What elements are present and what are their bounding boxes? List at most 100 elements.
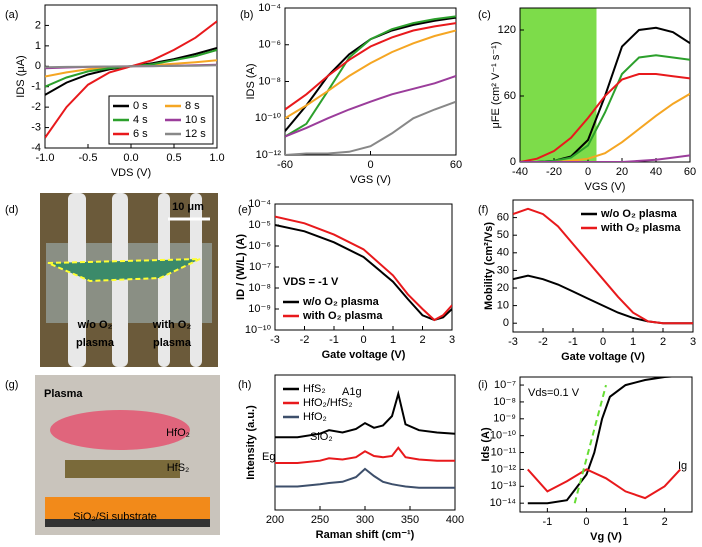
- photo: [35, 375, 220, 535]
- x-tick-label: -1: [568, 336, 578, 348]
- y-axis-label: IDS (A): [245, 63, 257, 99]
- y-tick-label: 10⁻⁸: [248, 282, 271, 294]
- y-tick-label: 0: [35, 60, 41, 72]
- series-line: [275, 467, 455, 489]
- x-tick-label: 2: [662, 516, 668, 528]
- x-tick-label: 3: [690, 336, 696, 348]
- annotation: A1g: [342, 386, 362, 398]
- x-tick-label: 0.5: [166, 152, 181, 164]
- x-tick-label: 0: [583, 516, 589, 528]
- series-line: [513, 274, 693, 325]
- y-tick-label: 2: [35, 19, 41, 31]
- panel-label: (d): [5, 204, 18, 216]
- series-line: [285, 29, 456, 120]
- x-tick-label: 400: [446, 514, 464, 526]
- y-tick-label: 10: [497, 300, 509, 312]
- x-tick-label: 250: [311, 514, 329, 526]
- y-tick-label: -3: [31, 121, 41, 133]
- image-annotation: plasma: [153, 337, 192, 349]
- series-line: [527, 468, 682, 500]
- y-tick-label: 10⁻¹³: [491, 480, 517, 492]
- y-tick-label: 10⁻⁸: [493, 396, 516, 408]
- x-axis-label: Vg (V): [590, 531, 622, 543]
- substrate: [45, 497, 210, 519]
- series-line: [285, 15, 456, 138]
- x-tick-label: -0.5: [79, 152, 98, 164]
- x-tick-label: 0: [367, 159, 373, 171]
- y-tick-label: 0: [510, 156, 516, 168]
- x-axis-label: Gate voltage (V): [561, 351, 645, 363]
- y-tick-label: 10⁻¹²: [491, 463, 517, 475]
- series-line: [573, 384, 607, 504]
- panel-label: (b): [240, 9, 253, 21]
- legend-label: 0 s: [133, 100, 148, 112]
- series-line: [527, 377, 679, 505]
- x-tick-label: 1: [630, 336, 636, 348]
- y-tick-label: 10⁻⁷: [494, 379, 516, 391]
- x-tick-label: -20: [546, 166, 562, 178]
- x-tick-label: 200: [266, 514, 284, 526]
- legend-label: w/o O₂ plasma: [600, 208, 678, 220]
- legend-label: HfO₂: [303, 411, 327, 423]
- x-axis-label: VGS (V): [585, 181, 626, 193]
- series-line: [520, 73, 690, 162]
- image-annotation: SiO₂/Si substrate: [73, 511, 157, 523]
- image-annotation: w/o O₂: [77, 319, 113, 331]
- x-tick-label: -60: [277, 159, 293, 171]
- legend-label: 10 s: [185, 114, 206, 126]
- x-tick-label: -3: [508, 336, 518, 348]
- x-tick-label: -2: [300, 334, 310, 346]
- legend-label: with O₂ plasma: [600, 222, 681, 234]
- y-axis-label: ID / (W/L) (A): [235, 234, 247, 300]
- y-axis-label: Intensity (a.u.): [245, 405, 257, 480]
- image-annotation: plasma: [76, 337, 115, 349]
- x-axis-label: Raman shift (cm⁻¹): [316, 529, 415, 541]
- panel-label: (g): [5, 379, 18, 391]
- series-line: [285, 22, 456, 111]
- legend-label: 4 s: [133, 114, 148, 126]
- plot-frame: [519, 376, 693, 513]
- series-line: [285, 100, 456, 155]
- y-tick-label: 10⁻⁸: [258, 75, 281, 87]
- x-tick-label: -3: [270, 334, 280, 346]
- y-tick-label: 20: [497, 282, 509, 294]
- panel-label: (e): [238, 204, 251, 216]
- x-tick-label: 1: [390, 334, 396, 346]
- x-tick-label: -2: [538, 336, 548, 348]
- legend-label: 12 s: [185, 128, 206, 140]
- shaded-region: [520, 8, 597, 162]
- y-tick-label: 1: [35, 40, 41, 52]
- y-tick-label: -1: [31, 81, 41, 93]
- series-line: [45, 64, 217, 69]
- x-tick-label: 350: [401, 514, 419, 526]
- x-tick-label: -40: [512, 166, 528, 178]
- x-axis-label: VDS (V): [111, 167, 151, 179]
- x-tick-label: 2: [419, 334, 425, 346]
- annotation: SiO₂: [310, 431, 333, 443]
- y-tick-label: 10⁻¹⁰: [490, 430, 517, 442]
- x-tick-label: 20: [616, 166, 628, 178]
- x-tick-label: 40: [650, 166, 662, 178]
- x-tick-label: -1.0: [36, 152, 55, 164]
- y-tick-label: 40: [497, 247, 509, 259]
- y-tick-label: 10⁻¹⁰: [245, 324, 272, 336]
- x-tick-label: -1: [542, 516, 552, 528]
- panel-label: (a): [5, 9, 18, 21]
- image-annotation: 10 μm: [172, 201, 204, 213]
- y-tick-label: 10⁻¹⁴: [490, 497, 517, 509]
- x-tick-label: 1: [622, 516, 628, 528]
- image-annotation: Plasma: [44, 388, 83, 400]
- series-line: [275, 215, 452, 322]
- y-tick-label: 10⁻⁷: [249, 261, 271, 273]
- x-axis-label: VGS (V): [350, 174, 391, 186]
- y-tick-label: 10⁻⁹: [493, 413, 516, 425]
- plot-frame: [274, 374, 456, 511]
- flake: [47, 258, 201, 283]
- series-line: [275, 446, 455, 464]
- y-tick-label: 10⁻⁴: [248, 198, 271, 210]
- y-tick-label: 10⁻¹¹: [491, 446, 517, 458]
- legend-label: with O₂ plasma: [302, 310, 383, 322]
- legend-label: 8 s: [185, 100, 200, 112]
- y-tick-label: -4: [31, 142, 41, 154]
